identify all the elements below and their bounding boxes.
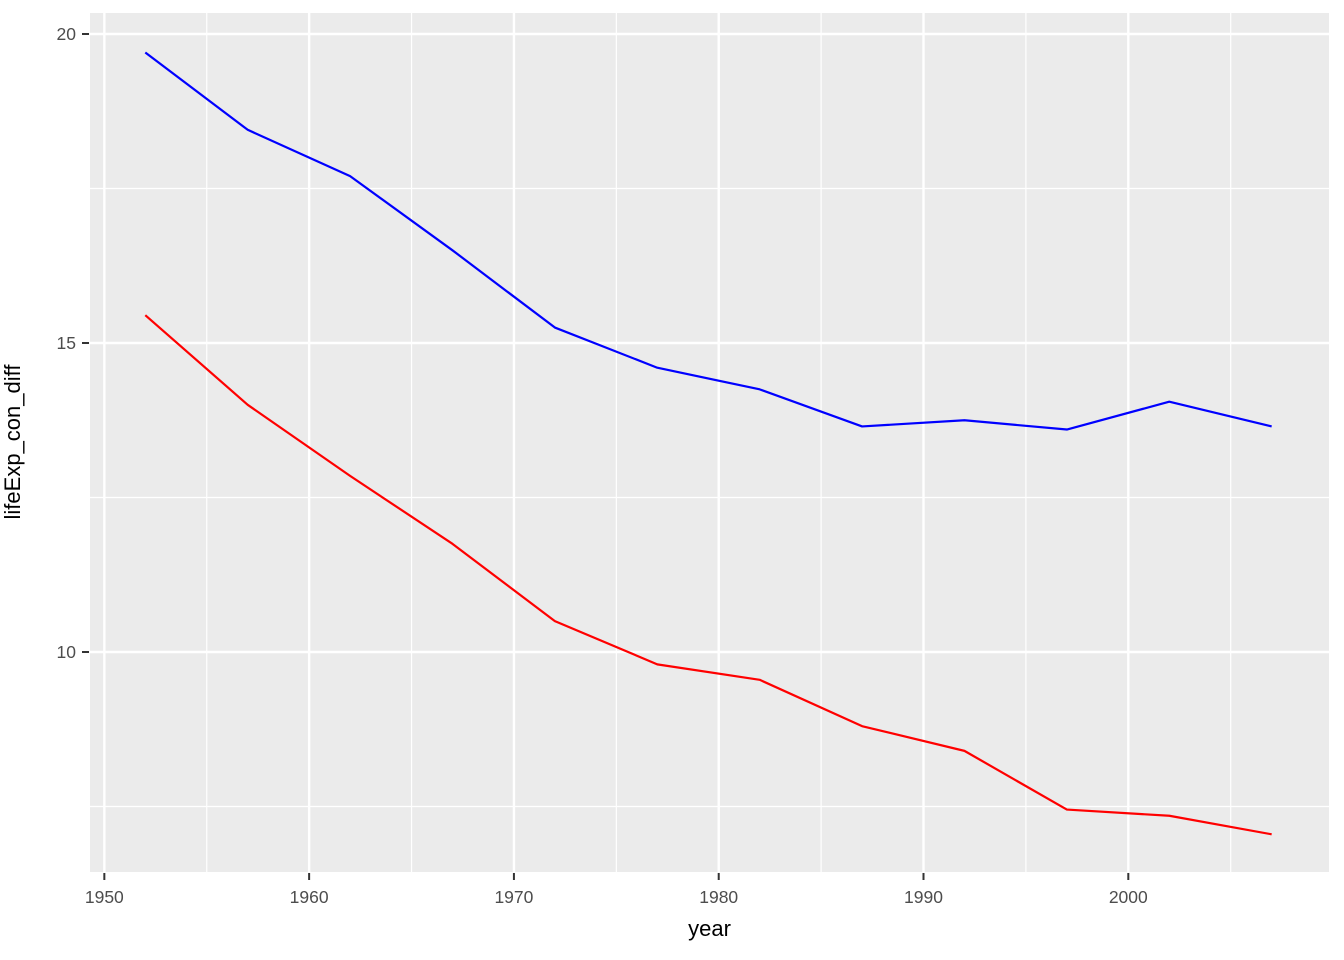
- x-tick-label: 2000: [1109, 887, 1148, 907]
- y-tick-label: 20: [57, 24, 77, 44]
- x-axis-title: year: [688, 916, 731, 941]
- y-axis-title: lifeExp_con_diff: [0, 364, 25, 520]
- x-tick-label: 1970: [494, 887, 533, 907]
- series-line-blue: [144, 51, 1272, 431]
- x-tick-label: 1960: [290, 887, 329, 907]
- y-tick-label: 15: [57, 333, 76, 353]
- x-tick-label: 1990: [904, 887, 943, 907]
- y-tick-label: 10: [57, 642, 77, 662]
- plot-panel: [90, 13, 1329, 872]
- x-tick-label: 1950: [85, 887, 124, 907]
- series-line-red: [144, 314, 1272, 836]
- x-tick-label: 1980: [699, 887, 738, 907]
